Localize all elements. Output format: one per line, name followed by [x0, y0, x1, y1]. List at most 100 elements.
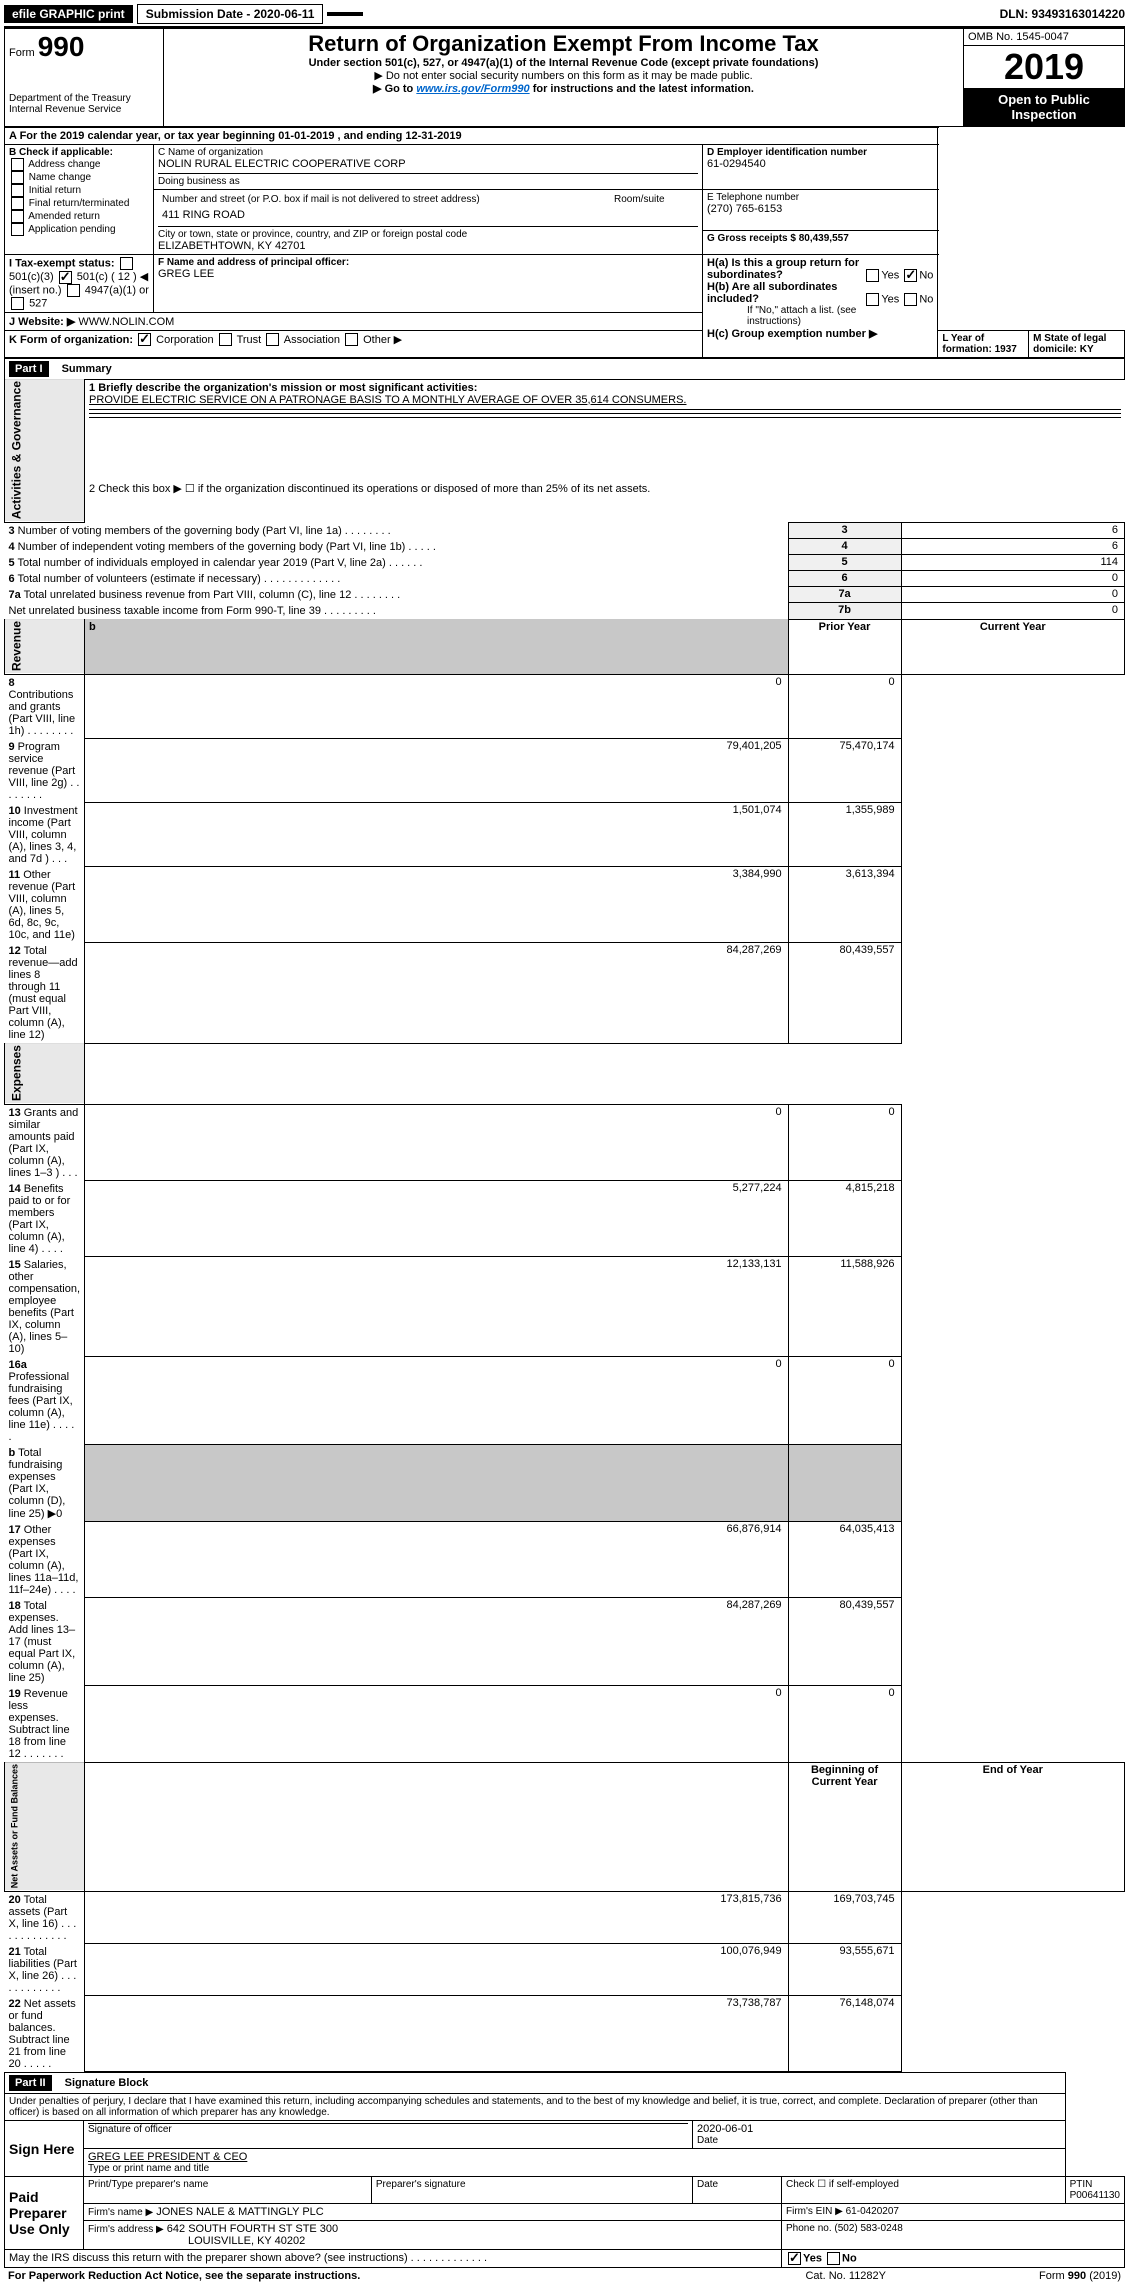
- current-val: 0: [788, 1686, 901, 1763]
- firm-ein: 61-0420207: [846, 2206, 899, 2217]
- officer-label: F Name and address of principal officer:: [158, 257, 698, 268]
- gov-line-text: 6 Total number of volunteers (estimate i…: [5, 571, 789, 587]
- line-text: 14 Benefits paid to or for members (Part…: [5, 1181, 85, 1257]
- hb-note: If "No," attach a list. (see instruction…: [707, 305, 933, 327]
- gross-receipts: G Gross receipts $ 80,439,557: [703, 231, 938, 255]
- prep-sig-label: Preparer's signature: [371, 2177, 692, 2204]
- line-text: 21 Total liabilities (Part X, line 26) .…: [5, 1944, 85, 1996]
- line-text: 8 Contributions and grants (Part VIII, l…: [5, 674, 85, 739]
- line-text: 22 Net assets or fund balances. Subtract…: [5, 1996, 85, 2072]
- exp-side-label: Expenses: [5, 1043, 85, 1104]
- part2-header: Part II: [9, 2075, 52, 2091]
- 4947-checkbox[interactable]: [67, 284, 80, 297]
- end-year-header: End of Year: [901, 1762, 1124, 1891]
- prior-val: 12,133,131: [85, 1257, 789, 1357]
- prior-val: [85, 1445, 789, 1522]
- current-val: 3,613,394: [788, 867, 901, 943]
- ha-no-checkbox[interactable]: [904, 269, 917, 282]
- ha-yes-checkbox[interactable]: [866, 269, 879, 282]
- boxb-option: Final return/terminated: [9, 197, 149, 210]
- box-b: B Check if applicable: Address change Na…: [5, 145, 154, 255]
- gov-line-text: 5 Total number of individuals employed i…: [5, 555, 789, 571]
- line1-value: PROVIDE ELECTRIC SERVICE ON A PATRONAGE …: [89, 394, 1120, 406]
- boxk-checkbox[interactable]: [266, 333, 279, 346]
- boxb-checkbox[interactable]: [11, 158, 24, 171]
- form-title: Return of Organization Exempt From Incom…: [168, 31, 959, 57]
- boxb-checkbox[interactable]: [11, 171, 24, 184]
- prior-val: 0: [85, 1686, 789, 1763]
- tax-exempt-row: I Tax-exempt status: 501(c)(3) 501(c) ( …: [5, 255, 154, 313]
- form-prefix: Form: [9, 47, 35, 59]
- boxk-checkbox[interactable]: [345, 333, 358, 346]
- firm-addr2: LOUISVILLE, KY 40202: [88, 2235, 305, 2247]
- hb-no-checkbox[interactable]: [904, 293, 917, 306]
- boxk-option: Association: [261, 334, 340, 346]
- gov-line-num: 7a: [788, 587, 901, 603]
- boxb-checkbox[interactable]: [11, 210, 24, 223]
- submission-date-button[interactable]: Submission Date - 2020-06-11: [137, 4, 324, 24]
- current-val: [788, 1445, 901, 1522]
- website-row: J Website: ▶ WWW.NOLIN.COM: [5, 312, 703, 330]
- boxb-checkbox[interactable]: [11, 197, 24, 210]
- 501c-checkbox[interactable]: [59, 271, 72, 284]
- current-year-header: Current Year: [901, 619, 1124, 674]
- 501c3-checkbox[interactable]: [120, 257, 133, 270]
- form-header-table: Form 990 Department of the Treasury Inte…: [4, 28, 1125, 127]
- irs-link[interactable]: www.irs.gov/Form990: [416, 83, 529, 95]
- addr-label: Number and street (or P.O. box if mail i…: [158, 192, 610, 207]
- line-text: 18 Total expenses. Add lines 13–17 (must…: [5, 1598, 85, 1686]
- prior-year-header: Prior Year: [788, 619, 901, 674]
- gov-line-num: 4: [788, 539, 901, 555]
- begin-year-header: Beginning of Current Year: [788, 1762, 901, 1891]
- current-val: 0: [788, 674, 901, 739]
- gov-line-text: 4 Number of independent voting members o…: [5, 539, 789, 555]
- city-label: City or town, state or province, country…: [158, 229, 698, 240]
- dept-label: Department of the Treasury Internal Reve…: [9, 93, 159, 115]
- form-990-footer: Form 990 (2019): [938, 2268, 1125, 2284]
- hb-yes-checkbox[interactable]: [866, 293, 879, 306]
- sign-here-label: Sign Here: [5, 2121, 84, 2177]
- part2-table: Part II Signature Block Under penalties …: [4, 2072, 1125, 2268]
- current-val: 75,470,174: [788, 739, 901, 803]
- boxb-option: Address change: [9, 158, 149, 171]
- current-val: 76,148,074: [788, 1996, 901, 2072]
- boxk-checkbox[interactable]: [138, 333, 151, 346]
- boxk-checkbox[interactable]: [219, 333, 232, 346]
- current-val: 1,355,989: [788, 803, 901, 867]
- boxb-checkbox[interactable]: [11, 184, 24, 197]
- current-val: 169,703,745: [788, 1891, 901, 1944]
- form-org-row: K Form of organization: Corporation Trus…: [5, 330, 703, 357]
- self-employed-check: Check ☐ if self-employed: [786, 2179, 1061, 2190]
- line-text: 16a Professional fundraising fees (Part …: [5, 1357, 85, 1445]
- prior-val: 84,287,269: [85, 943, 789, 1044]
- prior-val: 100,076,949: [85, 1944, 789, 1996]
- prep-date-label: Date: [693, 2177, 782, 2204]
- prior-val: 84,287,269: [85, 1598, 789, 1686]
- boxb-option: Initial return: [9, 184, 149, 197]
- 527-checkbox[interactable]: [11, 297, 24, 310]
- hc-row: H(c) Group exemption number ▶: [707, 327, 933, 340]
- line-text: 9 Program service revenue (Part VIII, li…: [5, 739, 85, 803]
- type-name-label: Type or print name and title: [88, 2163, 1061, 2174]
- discuss-yes-checkbox[interactable]: [788, 2252, 801, 2265]
- part2-title: Signature Block: [55, 2077, 149, 2089]
- rev-side-label: Revenue: [5, 619, 85, 674]
- discuss-no-checkbox[interactable]: [827, 2252, 840, 2265]
- dln-label: DLN: 93493163014220: [1000, 7, 1125, 21]
- current-val: 11,588,926: [788, 1257, 901, 1357]
- perjury-text: Under penalties of perjury, I declare th…: [5, 2094, 1066, 2121]
- boxk-option: Corporation: [136, 334, 214, 346]
- gov-line-val: 6: [901, 522, 1124, 539]
- discuss-row: May the IRS discuss this return with the…: [5, 2250, 782, 2268]
- dba-label: Doing business as: [158, 176, 698, 187]
- boxb-checkbox[interactable]: [11, 223, 24, 236]
- boxb-option: Amended return: [9, 210, 149, 223]
- pra-notice: For Paperwork Reduction Act Notice, see …: [4, 2268, 754, 2284]
- line-text: b Total fundraising expenses (Part IX, c…: [5, 1445, 85, 1522]
- ha-row: H(a) Is this a group return for subordin…: [707, 257, 933, 281]
- efile-button[interactable]: efile GRAPHIC print: [4, 5, 133, 23]
- gov-line-num: 6: [788, 571, 901, 587]
- officer-typed-name: GREG LEE PRESIDENT & CEO: [88, 2151, 1061, 2163]
- cat-no: Cat. No. 11282Y: [754, 2268, 938, 2284]
- current-val: 64,035,413: [788, 1522, 901, 1598]
